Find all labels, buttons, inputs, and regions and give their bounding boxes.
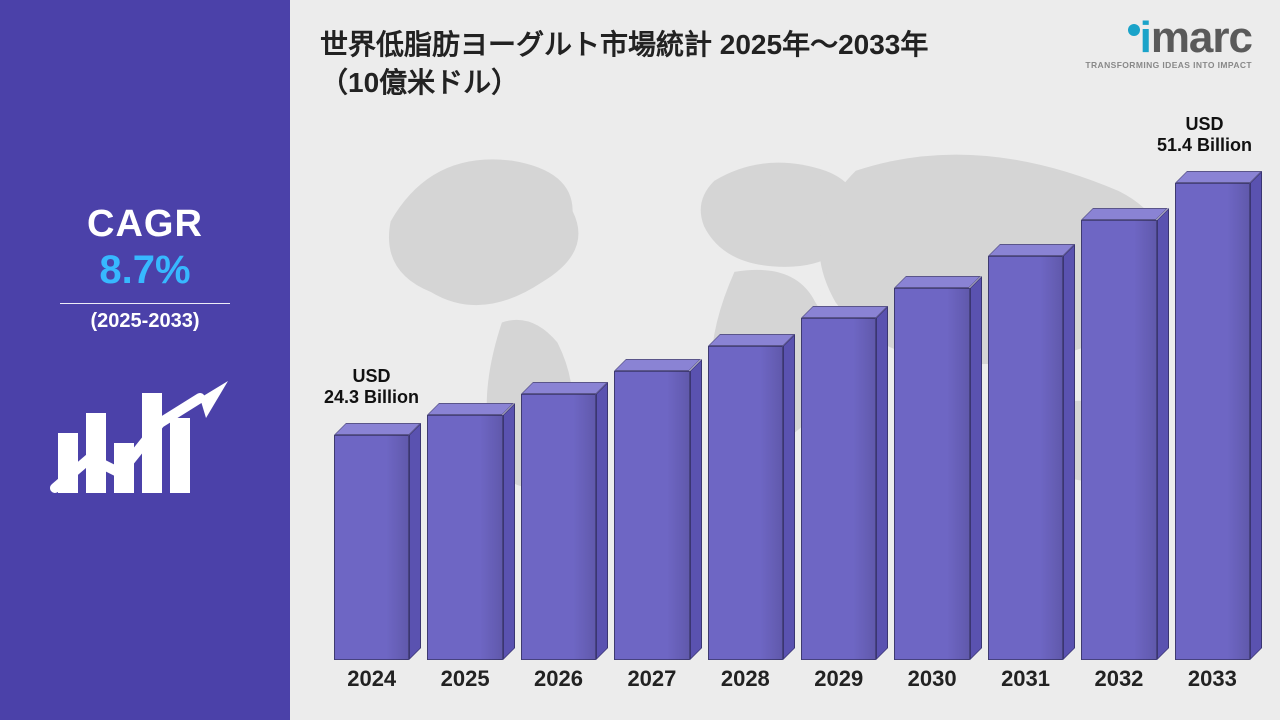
- bar: [427, 415, 502, 660]
- logo-text: imarc: [1085, 18, 1252, 58]
- logo-dot-icon: [1128, 24, 1140, 36]
- main-panel: 世界低脂肪ヨーグルト市場統計 2025年～2033年（10億米ドル） imarc…: [290, 0, 1280, 720]
- x-axis-label: 2032: [1081, 666, 1156, 700]
- cagr-period: (2025-2033): [91, 310, 200, 333]
- x-axis-label: 2026: [521, 666, 596, 700]
- cagr-value: 8.7%: [99, 248, 190, 293]
- cagr-heading: CAGR: [87, 203, 203, 246]
- bar: [334, 435, 409, 660]
- x-axis-label: 2024: [334, 666, 409, 700]
- bar: [708, 346, 783, 660]
- x-axis-label: 2027: [614, 666, 689, 700]
- bar: [614, 371, 689, 660]
- sidebar-panel: CAGR 8.7% (2025-2033): [0, 0, 290, 720]
- bar: [1081, 220, 1156, 660]
- x-axis-label: 2033: [1175, 666, 1250, 700]
- chart-title: 世界低脂肪ヨーグルト市場統計 2025年～2033年（10億米ドル）: [320, 26, 960, 102]
- x-axis-label: 2031: [988, 666, 1063, 700]
- growth-chart-icon: [50, 363, 240, 518]
- bar: [894, 288, 969, 660]
- x-axis-label: 2028: [708, 666, 783, 700]
- bar: [1175, 183, 1250, 660]
- bar: [521, 394, 596, 660]
- divider: [60, 303, 230, 304]
- bar: [988, 256, 1063, 660]
- bar: [801, 318, 876, 660]
- x-axis-label: 2025: [427, 666, 502, 700]
- last-bar-value-label: USD51.4 Billion: [1157, 114, 1252, 157]
- logo-tagline: TRANSFORMING IDEAS INTO IMPACT: [1085, 60, 1252, 70]
- brand-logo: imarc TRANSFORMING IDEAS INTO IMPACT: [1085, 18, 1252, 70]
- bar-chart: 2024 2025 2026 2027 2028 2029 2030 2031 2032 2033…: [328, 120, 1256, 700]
- first-bar-value-label: USD24.3 Billion: [324, 366, 419, 409]
- x-axis-label: 2030: [894, 666, 969, 700]
- x-axis-label: 2029: [801, 666, 876, 700]
